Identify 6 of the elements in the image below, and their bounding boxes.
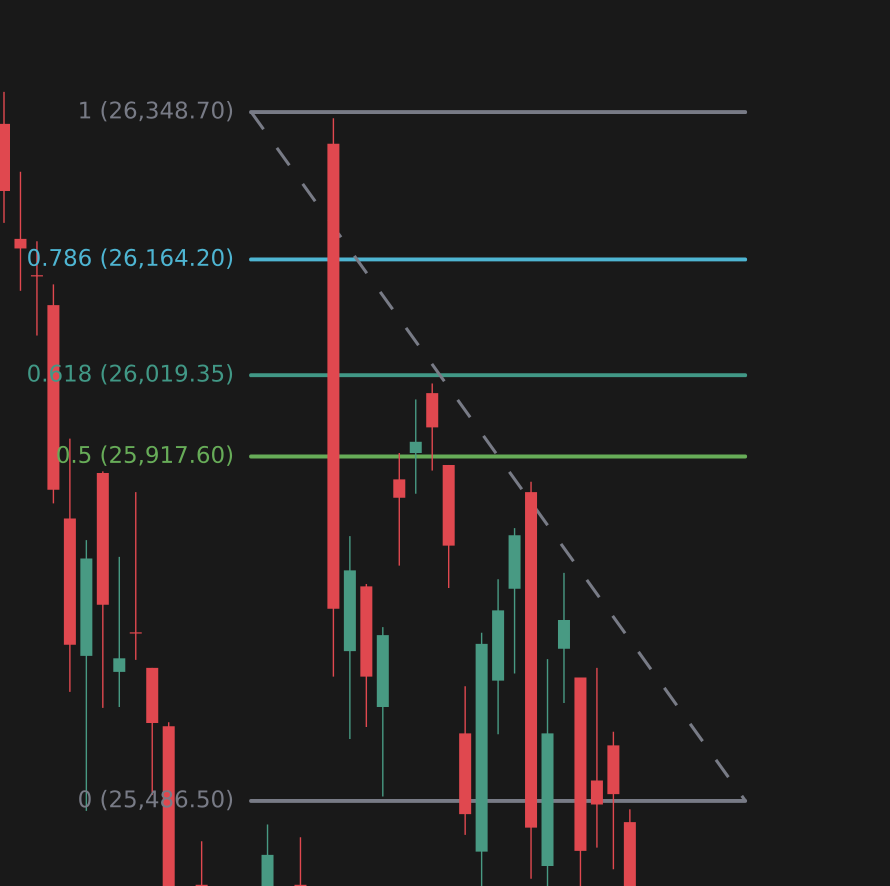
candlestick xyxy=(14,171,26,292)
candlestick xyxy=(393,452,406,566)
candlestick xyxy=(410,398,422,494)
ref-line-label: 1 (26,348.70) xyxy=(80,101,232,122)
candlestick xyxy=(590,667,603,848)
candlestick xyxy=(113,556,126,708)
